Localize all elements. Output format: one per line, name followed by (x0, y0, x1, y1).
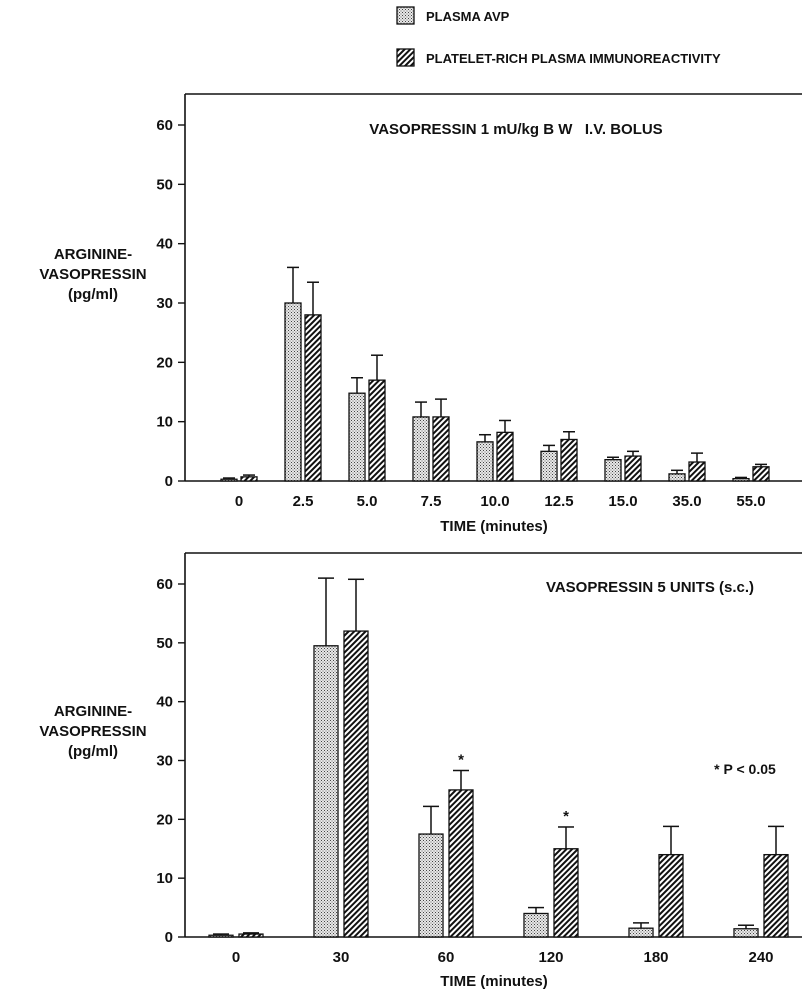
bar-plasma-avp (604, 458, 622, 482)
y-tick-label: 20 (156, 811, 173, 828)
x-tick-label: 10.0 (480, 493, 509, 510)
y-tick-label: 30 (156, 295, 173, 312)
y-tick-label: 10 (156, 414, 173, 431)
y-tick-label: 40 (156, 694, 173, 711)
y-tick-label: 20 (156, 354, 173, 371)
x-tick-label: 0 (232, 949, 240, 966)
bar-platelet-rich (624, 455, 642, 482)
bar-platelet-rich (763, 853, 789, 938)
bar-platelet-rich (496, 431, 514, 482)
y-tick-label: 10 (156, 870, 173, 887)
bar-platelet-rich (304, 314, 322, 482)
y-tick-label: 30 (156, 753, 173, 770)
panel-top-ylabel-line1: ARGININE- (54, 246, 132, 263)
bar-plasma-avp (412, 416, 430, 482)
panel-bottom: VASOPRESSIN 5 UNITS (s.c.) * P < 0.05 AR… (39, 552, 802, 990)
bar-plasma-avp (732, 477, 750, 482)
bar-platelet-rich (368, 379, 386, 482)
y-tick-label: 0 (165, 929, 173, 946)
bar-plasma-avp (313, 645, 339, 938)
bar-platelet-rich (238, 933, 264, 938)
panel-top-ylabel-line3: (pg/ml) (68, 286, 118, 303)
x-tick-label: 180 (643, 949, 668, 966)
significance-marker: * (458, 752, 464, 769)
bar-plasma-avp (208, 934, 234, 938)
bar-platelet-rich (343, 630, 369, 938)
x-tick-label: 0 (235, 493, 243, 510)
legend-swatch-dots (396, 6, 415, 25)
bar-plasma-avp (628, 927, 654, 938)
y-tick-label: 60 (156, 117, 173, 134)
bar-platelet-rich (658, 853, 684, 938)
bar-platelet-rich (553, 848, 579, 938)
legend: PLASMA AVP PLATELET-RICH PLASMA IMMUNORE… (396, 6, 721, 67)
x-tick-label: 240 (748, 949, 773, 966)
x-tick-label: 55.0 (736, 493, 765, 510)
x-tick-label: 35.0 (672, 493, 701, 510)
legend-swatch-hatch (396, 48, 415, 67)
panel-top-ylabel-line2: VASOPRESSIN (39, 266, 146, 283)
x-tick-label: 5.0 (357, 493, 378, 510)
bar-plasma-avp (476, 441, 494, 482)
y-tick-label: 50 (156, 176, 173, 193)
bar-plasma-avp (523, 912, 549, 938)
panel-bottom-annotation: * P < 0.05 (714, 761, 776, 777)
panel-bottom-ylabel-line3: (pg/ml) (68, 743, 118, 760)
significance-marker: * (563, 808, 569, 825)
bar-plasma-avp (220, 478, 238, 482)
bar-plasma-avp (418, 833, 444, 938)
panel-bottom-title: VASOPRESSIN 5 UNITS (s.c.) (546, 579, 754, 596)
panel-top-xlabel: TIME (minutes) (440, 518, 548, 535)
panel-bottom-ylabel-line1: ARGININE- (54, 703, 132, 720)
y-tick-label: 40 (156, 236, 173, 253)
x-tick-label: 2.5 (293, 493, 314, 510)
y-tick-label: 0 (165, 473, 173, 490)
legend-item-plasma-avp: PLASMA AVP (396, 6, 510, 25)
bar-platelet-rich (560, 438, 578, 482)
x-tick-label: 15.0 (608, 493, 637, 510)
x-tick-label: 60 (438, 949, 455, 966)
panel-top: VASOPRESSIN 1 mU/kg B W I.V. BOLUS ARGIN… (39, 93, 802, 535)
bar-platelet-rich (432, 416, 450, 482)
legend-label-platelet-rich: PLATELET-RICH PLASMA IMMUNOREACTIVITY (426, 51, 721, 66)
x-tick-label: 120 (538, 949, 563, 966)
x-tick-label: 7.5 (421, 493, 442, 510)
x-tick-label: 12.5 (544, 493, 573, 510)
panel-bottom-xlabel: TIME (minutes) (440, 973, 548, 990)
bar-platelet-rich (688, 461, 706, 482)
legend-label-plasma-avp: PLASMA AVP (426, 9, 510, 24)
panel-bottom-ylabel-line2: VASOPRESSIN (39, 723, 146, 740)
y-tick-label: 60 (156, 576, 173, 593)
bar-plasma-avp (668, 473, 686, 482)
x-tick-label: 30 (333, 949, 350, 966)
legend-item-platelet-rich: PLATELET-RICH PLASMA IMMUNOREACTIVITY (396, 48, 721, 67)
bar-plasma-avp (284, 302, 302, 482)
panel-top-title: VASOPRESSIN 1 mU/kg B W I.V. BOLUS (369, 121, 662, 138)
bar-plasma-avp (733, 928, 759, 938)
panel-top-plot: 0 10 20 30 40 50 60 0 2.5 5.0 7.5 10.0 12.5 15.0 35.0 5… (156, 93, 802, 510)
bar-platelet-rich (752, 466, 770, 482)
bar-platelet-rich (240, 476, 258, 482)
bar-platelet-rich (448, 789, 474, 938)
panel-bottom-plot: 0 10 20 30 40 50 60 0 30 60 * 120 * 180 240 (156, 552, 802, 966)
y-tick-label: 50 (156, 635, 173, 652)
bar-plasma-avp (348, 392, 366, 482)
bar-plasma-avp (540, 450, 558, 482)
